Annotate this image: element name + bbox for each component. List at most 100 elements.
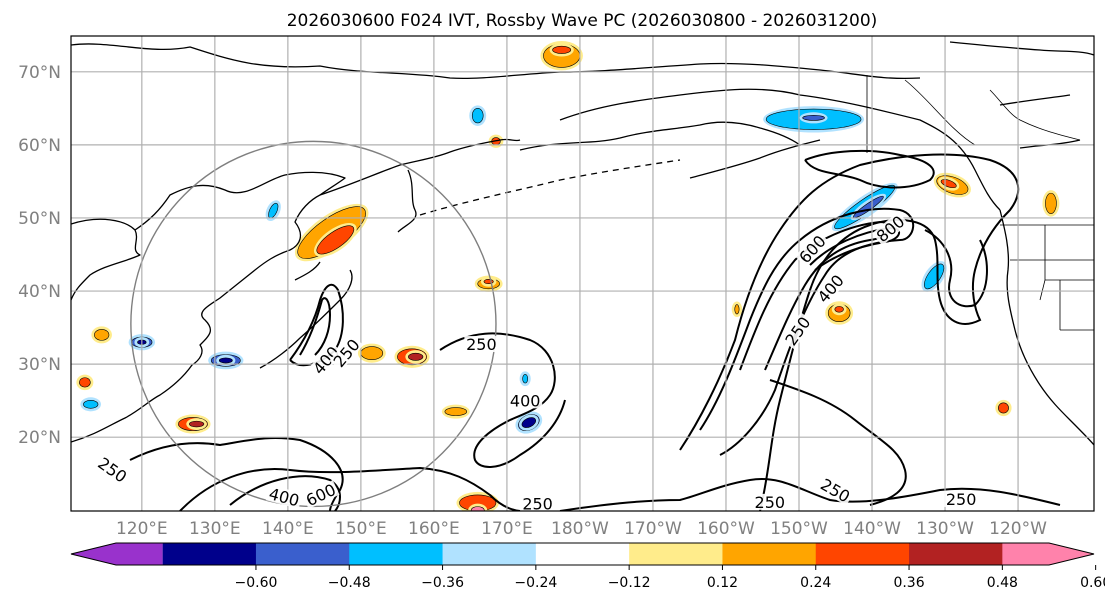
lat-tick-label: 30°N [18, 355, 61, 375]
ivt-contour-gulf-alaska-loop [804, 149, 935, 189]
anomaly-region [998, 402, 1009, 414]
contour-label-bg [520, 495, 555, 511]
colorbar-segment [535, 543, 630, 565]
lon-tick-label: 170°W [624, 519, 682, 539]
contour-label-bg [301, 480, 340, 510]
contour-label-bg [265, 484, 303, 509]
contour-label-bg [816, 474, 855, 506]
anomaly-region [471, 108, 484, 124]
contour-label-bg [508, 392, 543, 409]
anomaly-region [408, 352, 424, 361]
anomaly-region [94, 329, 110, 341]
anomaly-region [459, 494, 497, 511]
contour-label-bg [464, 336, 499, 353]
border-canada-provinces [904, 79, 1081, 146]
anomaly-region [218, 357, 233, 364]
coastline-east-asia [71, 171, 346, 443]
lat-tick-label: 40°N [18, 282, 61, 302]
contour-label: 250 [755, 493, 786, 512]
contour-label: 250 [522, 494, 553, 513]
colorbar-segment [629, 543, 723, 565]
anomaly-region [834, 306, 844, 313]
coastline-north-america [999, 209, 1094, 446]
anomaly-region [1045, 192, 1057, 214]
colorbar-extend-max [1002, 543, 1094, 565]
ivt-contour-400-west [229, 475, 341, 511]
lon-tick-label: 150°W [770, 519, 828, 539]
ivt-contour-rossby-800 [809, 226, 900, 271]
contour-label-bg [94, 453, 132, 487]
lon-tick-label: 120°W [989, 519, 1047, 539]
contour-label-bg [308, 341, 343, 379]
rossby-wave-pc-anomalies [76, 41, 1060, 511]
contour-label-bg [794, 231, 830, 268]
lon-tick-label: 140°W [843, 519, 901, 539]
political-borders [866, 75, 1094, 331]
ivt-contour-rossby-400 [699, 207, 915, 456]
anomaly-region [316, 225, 355, 255]
border-us-states [1010, 225, 1094, 331]
lat-tick-label: 20°N [18, 428, 61, 448]
colorbar-tick-label: 0.24 [800, 575, 831, 591]
map-frame [70, 35, 1095, 512]
contour-label-bg [781, 312, 814, 350]
colorbar-tick-label: 0.48 [987, 575, 1018, 591]
coastline-japan [259, 261, 353, 369]
lon-tick-label: 160°W [697, 519, 755, 539]
anomaly-region [923, 263, 945, 290]
anomaly-region [83, 399, 99, 409]
lat-tick-label: 50°N [18, 209, 61, 229]
lon-tick-label: 140°E [262, 519, 314, 539]
colorbar-tick-label: 0.36 [893, 575, 924, 591]
colorbar-tick-label: −0.36 [421, 575, 464, 591]
colorbar-segment [162, 543, 257, 565]
lon-tick-label: 150°E [335, 519, 387, 539]
lat-tick-label: 70°N [18, 63, 61, 83]
coastline-arctic-siberia [71, 43, 921, 80]
colorbar: −0.60 −0.48 −0.36 −0.24 −0.12 0.12 0.24 0.36 0.4… [70, 542, 1105, 591]
colorbar-tick-label: −0.60 [234, 575, 277, 591]
colorbar-tick-label: −0.12 [608, 575, 651, 591]
contour-label-bg [329, 334, 364, 371]
contour-label: 400 [510, 391, 541, 410]
contour-label-bg [752, 493, 787, 510]
contour-label-bg [813, 270, 848, 307]
colorbar-tick-label: 0.60 [1080, 575, 1105, 591]
chart-title: 2026030600 F024 IVT, Rossby Wave PC (202… [287, 11, 878, 31]
anomaly-region [552, 45, 572, 54]
contour-label-bg [872, 211, 909, 246]
lon-tick-label: 130°W [916, 519, 974, 539]
coastline-aleutians [419, 159, 681, 216]
colorbar-tick-label: 0.12 [707, 575, 738, 591]
colorbar-segment [349, 543, 444, 565]
colorbar-segment [722, 543, 817, 565]
colorbar-tick-label: −0.48 [328, 575, 371, 591]
colorbar-segment [815, 543, 910, 565]
gridlines [71, 36, 1094, 511]
longitude-tick-labels: 120°E 130°E 140°E 150°E 160°E 170°E 180°W 170°W… [116, 519, 1047, 539]
lon-tick-label: 120°E [116, 519, 168, 539]
anomaly-region [522, 374, 529, 384]
ivt-contour-pnw-loop [924, 229, 988, 308]
contour-label: 250 [466, 335, 497, 354]
colorbar-segment [909, 543, 1003, 565]
anomaly-region [444, 407, 468, 416]
anomaly-region [521, 417, 537, 428]
colorbar-outline [70, 542, 1095, 566]
anomaly-region [470, 506, 485, 511]
anomaly-region [79, 377, 91, 388]
lon-tick-label: 130°E [189, 519, 241, 539]
ivt-contour-250-central-pacific [439, 332, 566, 468]
contour-label: 250 [946, 490, 977, 509]
lon-tick-label: 180°W [551, 519, 609, 539]
ivt-contour-rossby-outer [679, 153, 1020, 511]
ivt-contour-250-south [129, 436, 1061, 511]
ivt-contour-250-japan-jet-inner [299, 297, 332, 356]
lon-tick-label: 170°E [481, 519, 533, 539]
anomaly-region [360, 346, 384, 361]
ivt-contour-subtropics [769, 379, 907, 506]
contour-label-bg [944, 490, 979, 507]
colorbar-tick-label: −0.24 [514, 575, 557, 591]
anomaly-region [734, 304, 740, 315]
